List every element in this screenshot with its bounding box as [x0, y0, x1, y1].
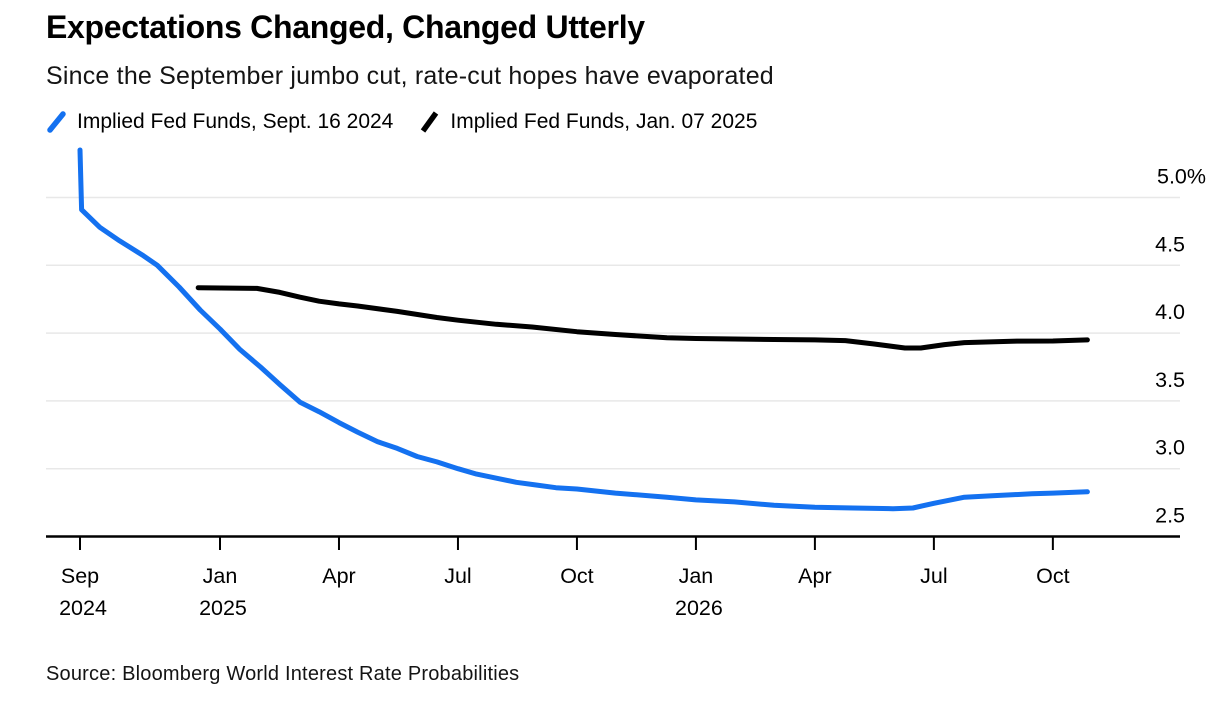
series-line-2	[195, 285, 1090, 351]
series-line-1	[77, 147, 1090, 512]
x-tick-label: Jul	[920, 564, 947, 588]
y-axis-label: 3.5	[1155, 368, 1185, 392]
blue-slash-icon	[46, 110, 68, 134]
y-axis-label: 4.0	[1155, 300, 1185, 324]
x-tick-label: Jan	[203, 564, 238, 588]
chart-title: Expectations Changed, Changed Utterly	[46, 9, 645, 45]
legend-item-jan-2025: Implied Fed Funds, Jan. 07 2025	[419, 110, 757, 134]
y-axis-label: 5.0%	[1157, 165, 1206, 189]
x-tick-label: Apr	[798, 564, 831, 588]
x-tick-year: 2026	[675, 596, 723, 620]
x-tick-year: 2025	[199, 596, 247, 620]
legend-label: Implied Fed Funds, Sept. 16 2024	[77, 110, 394, 133]
x-tick-label: Sep	[61, 564, 99, 588]
y-axis-label: 4.5	[1155, 232, 1185, 256]
chart-subtitle: Since the September jumbo cut, rate-cut …	[46, 62, 774, 90]
x-tick-label: Apr	[322, 564, 355, 588]
x-tick-year: 2024	[59, 596, 107, 620]
black-slash-icon	[419, 110, 441, 134]
legend-item-sept-2024: Implied Fed Funds, Sept. 16 2024	[46, 110, 393, 134]
legend-label: Implied Fed Funds, Jan. 07 2025	[450, 110, 758, 133]
y-axis-label: 2.5	[1155, 504, 1185, 528]
x-tick-label: Jul	[444, 564, 471, 588]
x-tick-label: Oct	[1036, 564, 1069, 588]
source-note: Source: Bloomberg World Interest Rate Pr…	[46, 663, 520, 685]
x-tick-label: Oct	[560, 564, 593, 588]
x-tick-label: Jan	[679, 564, 714, 588]
y-axis-label: 3.0	[1155, 436, 1185, 460]
legend: Implied Fed Funds, Sept. 16 2024 Implied…	[46, 110, 757, 134]
